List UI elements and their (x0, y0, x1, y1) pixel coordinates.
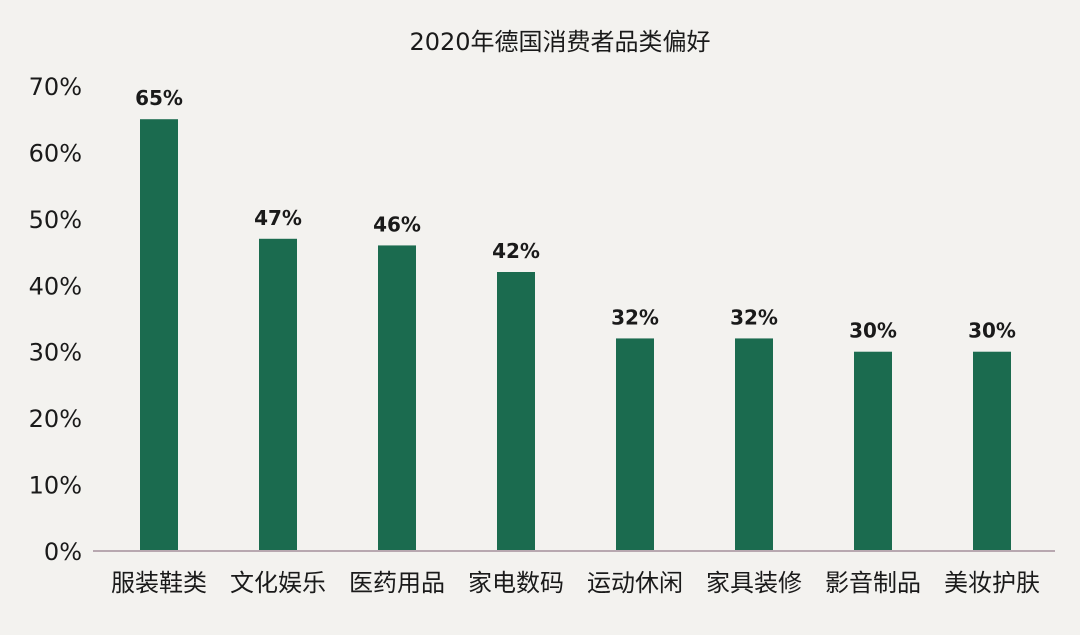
y-tick-label: 60% (29, 139, 82, 167)
x-tick-label: 医药用品 (349, 569, 445, 597)
y-tick-label: 0% (44, 538, 82, 566)
data-label: 47% (254, 206, 302, 230)
data-label: 65% (135, 86, 183, 110)
data-labels-group: 65% 47% 46% 42% 32% 32% 30% 30% (135, 86, 1016, 343)
bar (854, 351, 892, 551)
y-tick-label: 70% (29, 73, 82, 101)
bar (497, 272, 535, 551)
x-tick-label: 文化娱乐 (230, 569, 326, 597)
data-label: 46% (373, 212, 421, 236)
y-tick-label: 50% (29, 206, 82, 234)
x-axis-ticks: 服装鞋类 文化娱乐 医药用品 家电数码 运动休闲 家具装修 影音制品 美妆护肤 (111, 569, 1040, 597)
data-label: 32% (611, 305, 659, 329)
y-tick-label: 40% (29, 272, 82, 300)
data-label: 30% (968, 319, 1016, 343)
x-tick-label: 影音制品 (825, 569, 921, 597)
data-label: 42% (492, 239, 540, 263)
data-label: 30% (849, 319, 897, 343)
y-tick-label: 30% (29, 339, 82, 367)
bar (616, 338, 654, 551)
y-axis-ticks: 0% 10% 20% 30% 40% 50% 60% 70% (29, 73, 82, 566)
bar (259, 238, 297, 552)
x-tick-label: 运动休闲 (587, 569, 683, 597)
x-tick-label: 家具装修 (706, 569, 802, 597)
bar (973, 351, 1011, 551)
data-label: 32% (730, 305, 778, 329)
bar (140, 119, 178, 551)
x-tick-label: 家电数码 (468, 569, 564, 597)
x-tick-label: 美妆护肤 (944, 569, 1040, 597)
bar (735, 338, 773, 551)
bars-group (140, 119, 1011, 552)
x-tick-label: 服装鞋类 (111, 569, 207, 597)
y-tick-label: 10% (29, 472, 82, 500)
y-tick-label: 20% (29, 405, 82, 433)
chart-title: 2020年德国消费者品类偏好 (409, 28, 710, 56)
bar (378, 245, 416, 551)
